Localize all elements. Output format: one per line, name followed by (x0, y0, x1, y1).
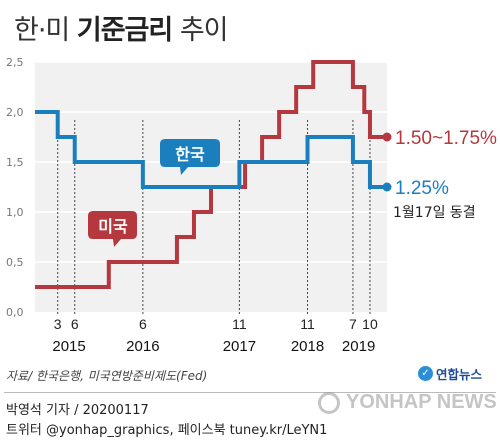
series-line-us (35, 60, 387, 289)
brand-logo: ✓ 연합뉴스 (418, 364, 482, 383)
title-bold: 기준금리 (76, 15, 173, 46)
korea-end-label: 1.25% (395, 178, 449, 199)
change-month-label: 6 (139, 316, 147, 332)
x-year-label: 2017 (223, 338, 256, 355)
watermark-text: YONHAP NEWS (346, 391, 497, 413)
series-end-dot-us (382, 132, 392, 142)
us-end-label: 1.50~1.75% (395, 128, 497, 149)
x-year-label: 2016 (126, 338, 159, 355)
series-end-dot-korea (382, 182, 392, 192)
change-month-label: 11 (232, 316, 247, 332)
change-month-label: 10 (362, 316, 378, 332)
credit-line: 박영석 기자 / 20200117 (6, 403, 149, 418)
us-callout-label: 미국 (98, 217, 128, 236)
y-tick-label: 1,5 (6, 156, 24, 169)
series-line-korea (35, 110, 387, 189)
y-tick-label: 1,0 (6, 206, 24, 219)
korea-end-note: 1월17일 동결 (393, 205, 476, 221)
yonhap-logo-icon: ✓ (418, 366, 433, 381)
watermark: YONHAP NEWS (318, 391, 497, 414)
y-tick-label: 0,5 (6, 256, 24, 269)
us-callout (88, 211, 137, 247)
korea-callout-label: 한국 (175, 145, 205, 164)
change-month-label: 6 (71, 316, 79, 332)
y-tick-label: 2,5 (6, 56, 24, 69)
x-year-label: 2019 (342, 338, 375, 355)
title-suffix: 추이 (172, 15, 229, 46)
watermark-logo-icon (318, 391, 340, 414)
title-light: 한·미 (14, 15, 77, 46)
x-year-label: 2018 (291, 338, 324, 355)
change-month-label: 7 (349, 316, 357, 332)
change-month-label: 11 (300, 316, 315, 332)
change-month-label: 3 (54, 316, 62, 332)
x-year-label: 2015 (52, 338, 85, 355)
y-tick-label: 2,0 (6, 106, 24, 119)
korea-callout (160, 139, 220, 175)
footer-divider (4, 392, 496, 393)
chart-title: 한·미 기준금리 추이 (14, 8, 229, 47)
social-line: 트위터 @yonhap_graphics, 페이스북 tuney.kr/LeYN… (6, 423, 328, 438)
brand-name: 연합뉴스 (436, 367, 483, 382)
source-note: 자료/ 한국은행, 미국연방준비제도(Fed) (6, 369, 208, 383)
y-tick-label: 0,0 (6, 306, 24, 319)
